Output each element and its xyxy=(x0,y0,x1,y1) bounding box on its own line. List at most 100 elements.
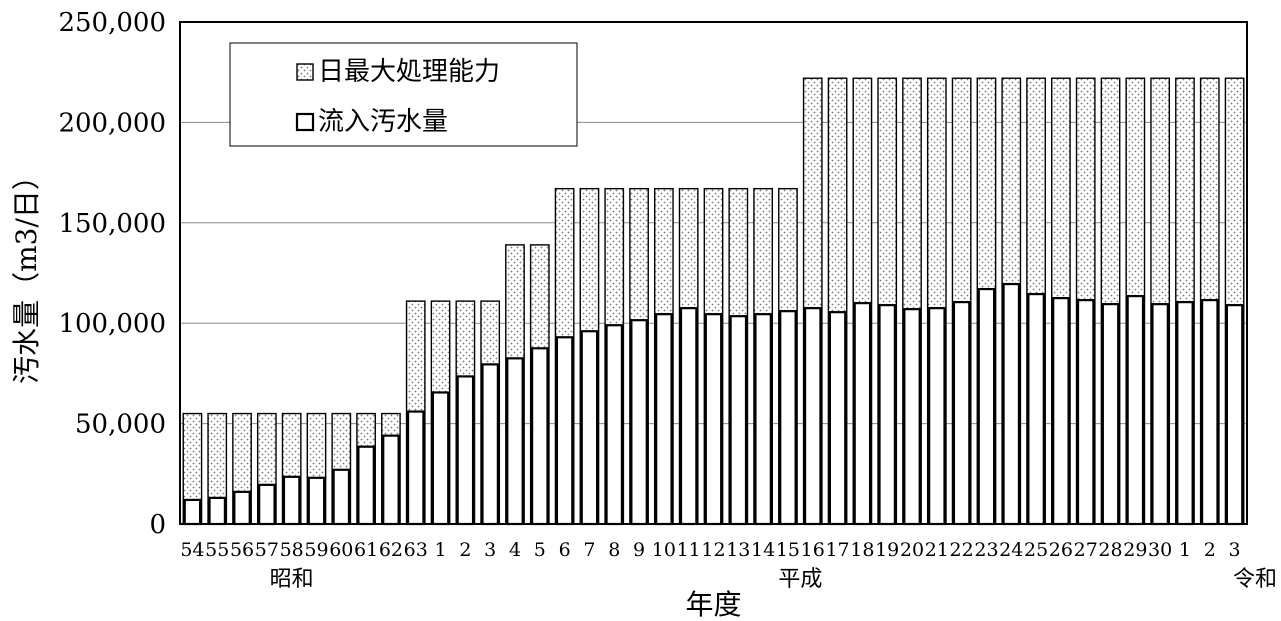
legend-box xyxy=(229,42,578,147)
bar-inflow xyxy=(406,410,425,526)
era-labels: 昭和 平成 令和 xyxy=(270,567,1277,592)
x-tick-label: 4 xyxy=(509,539,521,561)
bar-inflow xyxy=(803,307,822,526)
x-tick-label: 18 xyxy=(850,539,874,561)
bar-inflow xyxy=(952,301,971,526)
era-label: 昭和 xyxy=(270,567,314,592)
bar-inflow xyxy=(431,391,450,526)
x-tick-label: 14 xyxy=(751,539,775,561)
x-tick-label: 23 xyxy=(974,539,998,561)
x-tick-label: 10 xyxy=(652,539,676,561)
x-tick-label: 26 xyxy=(1049,539,1073,561)
legend-swatch xyxy=(296,63,314,81)
bar-inflow xyxy=(655,313,673,526)
x-tick-label: 19 xyxy=(875,539,899,561)
bar-inflow xyxy=(1176,301,1194,526)
era-label: 平成 xyxy=(778,567,822,592)
x-tick-label: 30 xyxy=(1148,539,1172,561)
bar-inflow xyxy=(233,490,251,526)
bar-inflow xyxy=(828,311,847,526)
bar-inflow xyxy=(1052,297,1070,526)
x-tick-label: 24 xyxy=(999,539,1023,561)
bar-inflow xyxy=(1200,299,1219,526)
x-tick-label: 8 xyxy=(608,539,620,561)
x-tick-label: 57 xyxy=(255,539,279,561)
x-tick-label: 20 xyxy=(900,539,924,561)
bar-inflow xyxy=(977,287,996,526)
bar-inflow xyxy=(183,498,202,526)
x-tick-label: 27 xyxy=(1074,539,1098,561)
x-tick-label: 54 xyxy=(180,539,204,561)
x-tick-label: 63 xyxy=(404,539,428,561)
x-tick-label: 5 xyxy=(534,539,546,561)
bar-inflow xyxy=(630,319,648,526)
bar-inflow xyxy=(853,302,872,526)
x-tick-label: 1 xyxy=(1179,539,1191,561)
bar-inflow xyxy=(878,304,896,526)
x-tick-labels: 54 55 56 57 58 59 60 61 62 63 1 2 3 4 5 6 7 8 9 10 11 12 13 14 1… xyxy=(180,539,1240,561)
y-tick-label: 250,000 xyxy=(58,8,166,38)
x-tick-label: 2 xyxy=(459,539,471,561)
bar-inflow xyxy=(456,375,475,526)
bar-inflow xyxy=(258,483,276,526)
bar-inflow xyxy=(1002,282,1021,526)
bar-inflow xyxy=(928,307,946,526)
bar-inflow xyxy=(481,363,499,526)
x-tick-label: 6 xyxy=(559,539,571,561)
bar-inflow xyxy=(1027,292,1045,526)
x-tick-label: 61 xyxy=(354,539,378,561)
bar-inflow xyxy=(1101,303,1120,526)
y-tick-label: 0 xyxy=(149,510,166,540)
bar-inflow xyxy=(729,315,748,526)
x-tick-label: 29 xyxy=(1123,539,1147,561)
bar-inflow xyxy=(605,324,624,526)
plot-frame xyxy=(179,21,1248,525)
x-tick-label: 1 xyxy=(434,539,446,561)
legend-swatch xyxy=(295,112,315,132)
y-tick-label: 200,000 xyxy=(58,108,166,138)
bar-inflow xyxy=(307,476,326,526)
x-tick-label: 28 xyxy=(1098,539,1122,561)
bar-inflow xyxy=(506,357,524,526)
bar-inflow xyxy=(555,336,574,526)
era-label: 令和 xyxy=(1233,567,1277,592)
bar-inflow xyxy=(282,475,301,526)
x-tick-label: 55 xyxy=(205,539,229,561)
y-tick-label: 150,000 xyxy=(58,209,166,239)
x-tick-label: 59 xyxy=(304,539,328,561)
x-tick-label: 62 xyxy=(379,539,403,561)
x-tick-label: 3 xyxy=(1229,539,1241,561)
x-tick-label: 15 xyxy=(776,539,800,561)
bar-inflow xyxy=(1126,294,1145,526)
bar-inflow xyxy=(903,308,921,526)
bar-inflow xyxy=(754,313,772,526)
x-tick-label: 17 xyxy=(825,539,849,561)
x-tick-label: 25 xyxy=(1024,539,1048,561)
y-tick-labels: 0 50,000 100,000 150,000 200,000 250,000 xyxy=(58,8,166,540)
x-tick-label: 60 xyxy=(329,539,353,561)
y-axis-title: 汚水量（m3/日） xyxy=(10,162,43,384)
x-tick-label: 58 xyxy=(280,539,304,561)
x-tick-label: 13 xyxy=(726,539,750,561)
legend-label: 日最大処理能力 xyxy=(318,57,500,87)
bar-inflow xyxy=(357,445,375,526)
x-axis-title: 年度 xyxy=(685,588,741,621)
y-tick-label: 50,000 xyxy=(75,410,166,440)
x-tick-label: 21 xyxy=(925,539,949,561)
bar-inflow xyxy=(208,496,227,526)
x-tick-label: 7 xyxy=(583,539,595,561)
x-tick-label: 56 xyxy=(230,539,254,561)
bar-inflow xyxy=(1076,299,1095,526)
x-tick-label: 9 xyxy=(633,539,645,561)
bar-inflow xyxy=(704,313,723,526)
legend-label: 流入汚水量 xyxy=(318,107,448,137)
x-tick-label: 3 xyxy=(484,539,496,561)
x-tick-label: 22 xyxy=(950,539,974,561)
bar-inflow xyxy=(1151,303,1169,526)
bar-inflow xyxy=(531,347,549,526)
bar-inflow xyxy=(679,307,698,526)
bar-inflow xyxy=(382,434,400,526)
x-tick-label: 16 xyxy=(801,539,825,561)
